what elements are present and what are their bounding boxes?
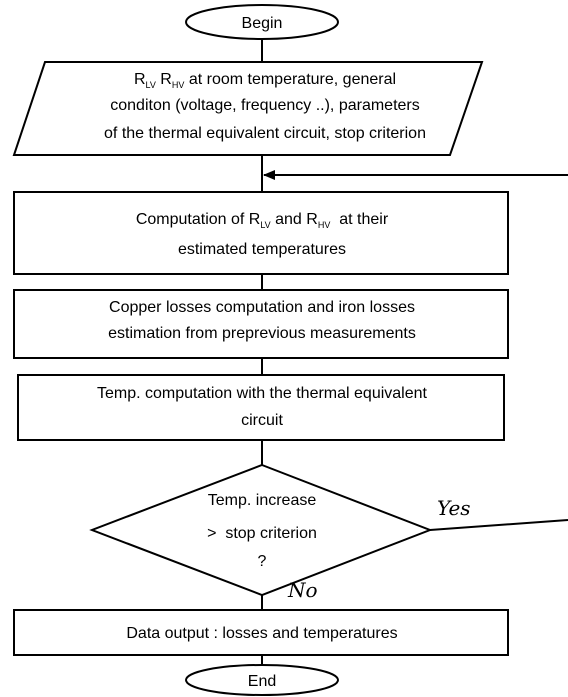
node-text: Begin xyxy=(242,15,283,32)
node-text: Copper losses computation and iron losse… xyxy=(109,299,415,316)
text-run: and R xyxy=(271,211,318,228)
text-run: estimated temperatures xyxy=(178,241,346,258)
end-terminal xyxy=(185,664,339,696)
process-box xyxy=(17,374,505,441)
subscript: HV xyxy=(172,80,185,90)
text-run: End xyxy=(248,673,276,690)
node-text: Data output : losses and temperatures xyxy=(126,625,397,642)
yes-label: Yes xyxy=(437,496,471,520)
text-run: Temp. computation with the thermal equiv… xyxy=(97,385,428,402)
text-run: circuit xyxy=(241,412,283,429)
text-run: conditon (voltage, frequency ..), parame… xyxy=(110,97,420,114)
process-box xyxy=(13,191,509,275)
text-run: at their xyxy=(330,211,388,228)
text-run: R xyxy=(134,71,146,88)
text-run: estimation from preprevious measurements xyxy=(108,325,416,342)
text-run: Copper losses computation and iron losse… xyxy=(109,299,415,316)
text-run: Computation of R xyxy=(136,211,261,228)
node-text: of the thermal equivalent circuit, stop … xyxy=(104,125,426,142)
start-terminal xyxy=(185,4,339,40)
node-text: Temp. computation with the thermal equiv… xyxy=(97,385,428,402)
subscript: LV xyxy=(260,220,270,230)
text-run: R xyxy=(156,71,172,88)
node-text: conditon (voltage, frequency ..), parame… xyxy=(110,97,420,114)
text-run: Data output : losses and temperatures xyxy=(126,625,397,642)
process-box xyxy=(13,609,509,656)
yes-connector xyxy=(429,519,568,531)
text-run: ? xyxy=(258,553,267,570)
node-text: estimated temperatures xyxy=(178,241,346,258)
subscript: LV xyxy=(146,80,156,90)
node-text: circuit xyxy=(241,412,283,429)
text-run: > stop criterion xyxy=(207,525,317,542)
node-text: RLV RHV at room temperature, general xyxy=(134,71,396,90)
connectors xyxy=(261,39,568,665)
subscript: HV xyxy=(318,220,331,230)
text-run: at room temperature, general xyxy=(184,71,396,88)
node-text: estimation from preprevious measurements xyxy=(108,325,416,342)
node-text: ? xyxy=(258,553,267,570)
node-text: > stop criterion xyxy=(207,525,317,542)
node-text: Temp. increase xyxy=(208,492,317,509)
text-run: of the thermal equivalent circuit, stop … xyxy=(104,125,426,142)
text-run: Begin xyxy=(242,15,283,32)
decision-diamond xyxy=(89,463,433,597)
input-parallelogram xyxy=(12,61,484,156)
text-run: Temp. increase xyxy=(208,492,317,509)
no-label: No xyxy=(287,578,318,602)
process-box xyxy=(13,289,509,359)
node-text: Computation of RLV and RHV at their xyxy=(136,211,389,230)
node-text: End xyxy=(248,673,276,690)
